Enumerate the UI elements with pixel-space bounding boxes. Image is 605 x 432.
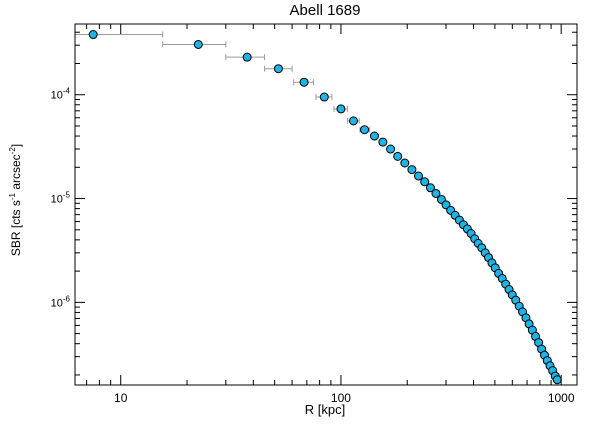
data-point <box>319 92 329 102</box>
data-points <box>88 30 562 385</box>
data-point <box>420 177 430 187</box>
data-point <box>299 77 309 87</box>
data-point <box>393 151 403 161</box>
data-point <box>242 52 252 62</box>
x-axis: 10 100 1000 <box>86 24 575 405</box>
y-axis-label-mid: arcsec <box>9 154 23 193</box>
y-axis-label-main: SBR [cts s <box>9 200 23 256</box>
data-point <box>336 104 346 114</box>
data-point <box>407 165 417 175</box>
y-axis-label-exp1: -1 <box>8 192 17 200</box>
data-point <box>425 183 435 193</box>
data-point <box>360 125 370 135</box>
y-tick-label: 10-4 <box>51 87 71 102</box>
y-axis: 10-6 10-5 10-4 <box>51 31 577 376</box>
data-point <box>386 144 396 154</box>
data-point <box>88 30 98 40</box>
x-tick-label: 100 <box>331 391 351 405</box>
y-axis-label: SBR [cts s-1 arcsec-2] <box>8 144 23 256</box>
y-axis-label-end: ] <box>9 144 23 147</box>
data-point <box>273 64 283 74</box>
y-tick-label: 10-6 <box>51 294 71 309</box>
chart-title: Abell 1689 <box>290 2 361 19</box>
x-tick-label: 1000 <box>548 391 575 405</box>
data-point <box>348 116 358 126</box>
data-point <box>552 375 562 385</box>
y-tick-label: 10-5 <box>51 191 71 206</box>
data-point <box>431 188 441 198</box>
data-point <box>400 158 410 168</box>
plot-frame <box>74 23 578 386</box>
data-point <box>378 137 388 147</box>
data-point <box>414 171 424 181</box>
x-tick-label: 10 <box>114 391 128 405</box>
data-point <box>369 131 379 141</box>
data-point <box>193 39 203 49</box>
x-axis-label: R [kpc] <box>305 402 345 417</box>
y-axis-label-exp2: -2 <box>8 147 17 155</box>
